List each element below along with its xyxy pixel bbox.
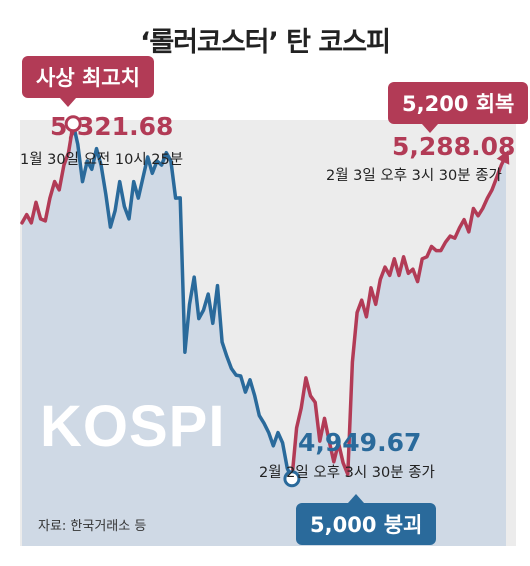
low-marker	[283, 470, 301, 488]
source-note: 자료: 한국거래소 등	[38, 519, 147, 534]
line-segment-rise	[20, 122, 75, 225]
recover-value: 5,288.08	[392, 132, 516, 161]
line-segment-decline	[71, 122, 294, 481]
chart-title: ‘롤러코스터’ 탄 코스피	[140, 27, 391, 58]
recover-note: 2월 3일 오후 3시 30분 종가	[326, 168, 502, 184]
kospi-watermark: KOSPI	[40, 394, 226, 459]
low-value: 4,949.67	[298, 428, 422, 457]
series-lines	[20, 122, 508, 481]
high-marker	[64, 115, 82, 133]
point-markers	[64, 115, 510, 488]
below-5000-tag: 5,000 붕괴	[296, 494, 437, 545]
all-time-high-note: 1월 30일 오전 10시 25분	[20, 152, 184, 168]
all-time-high-tag: 사상 최고치	[22, 56, 154, 107]
end-arrowhead	[496, 150, 510, 165]
chart-area-fill	[22, 123, 506, 547]
all-time-high-value: 5,321.68	[50, 112, 174, 141]
low-note: 2월 2일 오후 3시 30분 종가	[259, 465, 435, 481]
recover-tag: 5,200 회복	[388, 82, 529, 133]
line-segment-recovery	[290, 153, 508, 481]
